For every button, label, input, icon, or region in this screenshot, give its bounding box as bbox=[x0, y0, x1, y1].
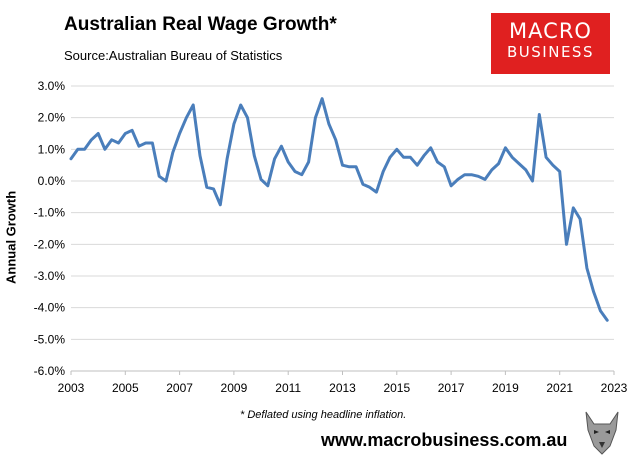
x-tick-label: 2021 bbox=[546, 381, 573, 395]
y-tick-label: 3.0% bbox=[38, 79, 66, 93]
website-url[interactable]: www.macrobusiness.com.au bbox=[321, 430, 568, 450]
x-tick-label: 2003 bbox=[58, 381, 85, 395]
grid-lines bbox=[71, 85, 614, 372]
x-tick-label: 2007 bbox=[166, 381, 193, 395]
x-tick-label: 2023 bbox=[601, 381, 628, 395]
logo-line-1: MACRO bbox=[509, 19, 592, 43]
source-note: Source:Australian Bureau of Statistics bbox=[64, 48, 283, 63]
x-tick-label: 2017 bbox=[438, 381, 465, 395]
x-tick-label: 2019 bbox=[492, 381, 519, 395]
y-tick-label: -3.0% bbox=[34, 269, 66, 283]
y-tick-label: -6.0% bbox=[34, 364, 66, 378]
wolf-icon bbox=[585, 411, 619, 455]
x-tick-label: 2013 bbox=[329, 381, 356, 395]
y-tick-label: -4.0% bbox=[34, 301, 66, 315]
y-tick-label: -1.0% bbox=[34, 206, 66, 220]
x-tick-label: 2011 bbox=[275, 381, 301, 395]
series-line bbox=[69, 97, 609, 322]
macrobusiness-logo: MACRO BUSINESS bbox=[491, 13, 610, 74]
y-tick-label: 0.0% bbox=[38, 174, 66, 188]
footnote: * Deflated using headline inflation. bbox=[240, 409, 407, 421]
logo-line-2: BUSINESS bbox=[507, 43, 594, 61]
y-tick-label: 1.0% bbox=[38, 142, 66, 156]
y-tick-label: -5.0% bbox=[34, 332, 66, 346]
y-tick-label: 2.0% bbox=[38, 111, 66, 125]
y-tick-label: -2.0% bbox=[34, 237, 66, 251]
x-tick-label: 2009 bbox=[221, 381, 248, 395]
x-tick-label: 2005 bbox=[112, 381, 139, 395]
series-real-wage-growth bbox=[69, 97, 609, 322]
x-tick-label: 2015 bbox=[383, 381, 410, 395]
y-tick-labels: 3.0% 2.0% 1.0% 0.0% -1.0% -2.0% -3.0% -4.0% -5.0… bbox=[34, 79, 66, 378]
chart-title: Australian Real Wage Growth* bbox=[64, 14, 337, 35]
x-tick-labels: 2003 2005 2007 2009 2011 2013 2015 2017 2019 2021… bbox=[58, 371, 628, 395]
